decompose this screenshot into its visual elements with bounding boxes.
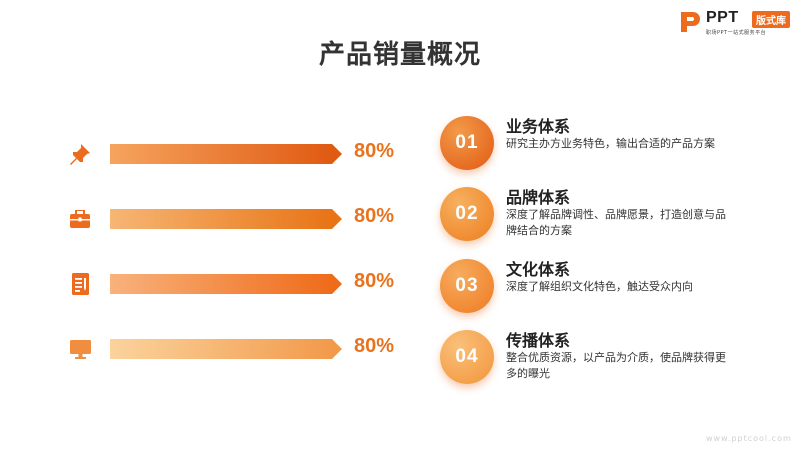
item-number-badge: 01 [440,116,494,170]
bar-value: 80% [354,270,395,292]
item-number-badge: 04 [440,330,494,384]
progress-arrow [110,274,342,294]
bar-value: 80% [354,140,395,162]
ppt-logo-icon [681,12,700,32]
briefcase-icon [70,210,90,228]
sales-bar-row: 80% [62,204,412,234]
bar-value: 80% [354,335,395,357]
sales-bar-row: 80% [62,269,412,299]
footer-url: www.pptcool.com [706,434,792,443]
item-number-badge: 02 [440,187,494,241]
item-description: 整合优质资源，以产品为介质，使品牌获得更多的曝光 [506,351,726,380]
progress-arrow [110,209,342,229]
sales-bar-row: 80% [62,334,412,364]
logo-tagline: 职场PPT一站式服务平台 [706,30,767,36]
item-title: 文化体系 [506,260,571,279]
monitor-icon [70,340,91,359]
item-title: 业务体系 [506,117,571,136]
item-title: 品牌体系 [506,188,571,207]
bar-value: 80% [354,205,395,227]
logo-badge: 版式库 [752,11,790,28]
item-description: 深度了解品牌调性、品牌愿景，打造创意与品牌结合的方案 [506,208,726,237]
pushpin-icon [70,144,90,165]
item-description: 研究主办方业务特色，输出合适的产品方案 [506,137,715,150]
sales-bar-row: 80% [62,139,412,169]
logo-text: PPT [706,9,739,26]
item-title: 传播体系 [506,331,571,350]
progress-arrow [110,339,342,359]
item-number-badge: 03 [440,259,494,313]
progress-arrow [110,144,342,164]
item-description: 深度了解组织文化特色，触达受众内向 [506,280,693,293]
ppt-logo: PPT 版式库 职场PPT一站式服务平台 [678,8,796,38]
document-icon [72,273,89,295]
page-title: 产品销量概况 [318,40,481,70]
